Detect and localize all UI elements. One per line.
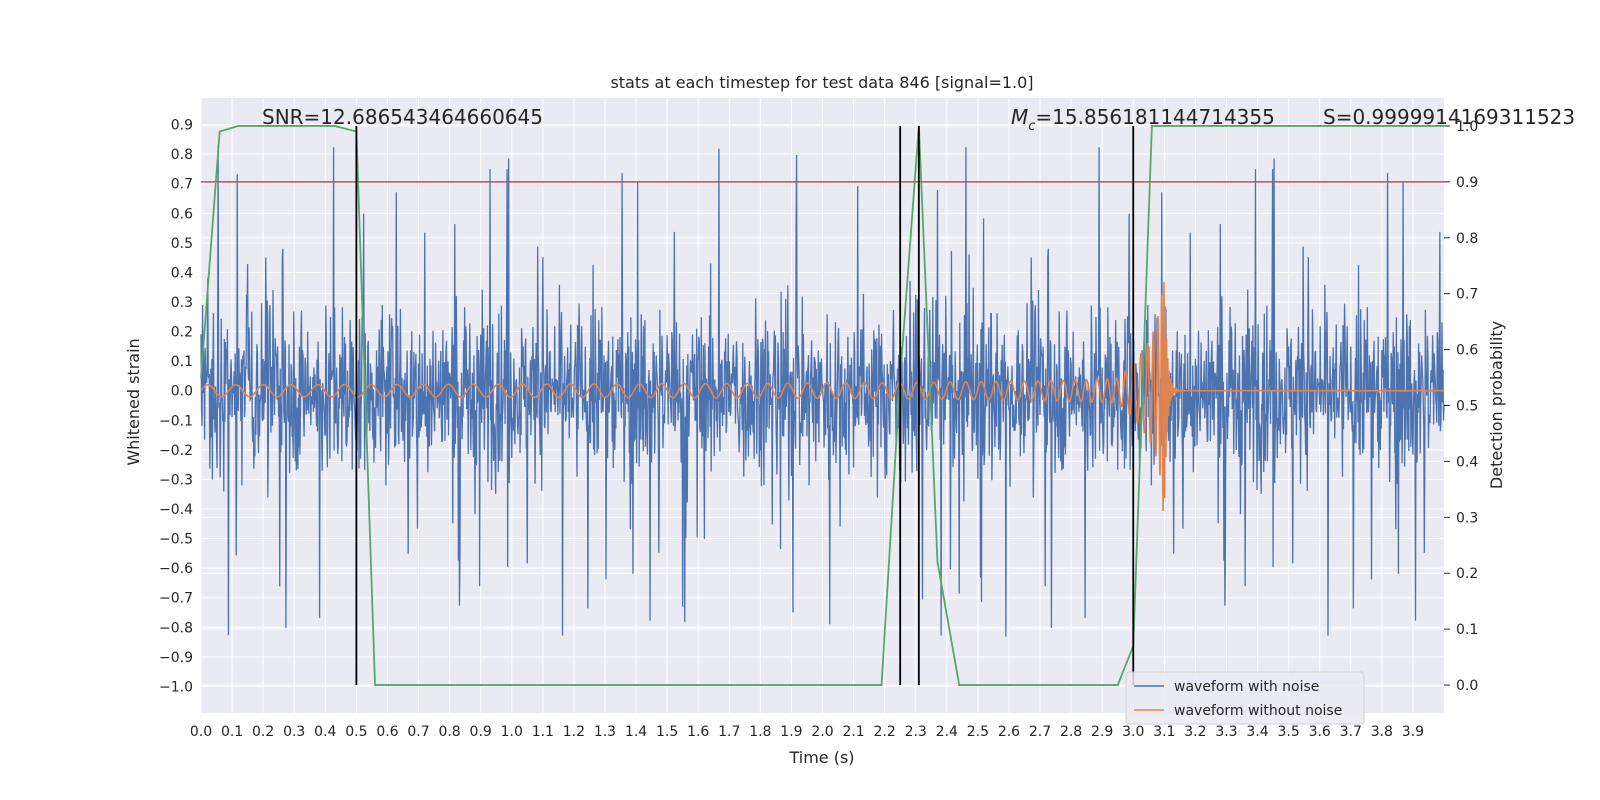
x-tick-label: 1.8 <box>749 724 771 740</box>
x-tick-label: 2.4 <box>936 724 958 740</box>
x-tick-label: 3.7 <box>1340 724 1362 740</box>
y-left-tick-label: 0.2 <box>171 325 193 341</box>
y-right-tick-label: 0.6 <box>1456 343 1478 359</box>
x-tick-label: 0.3 <box>283 724 305 740</box>
x-tick-label: 1.4 <box>625 724 647 740</box>
legend-label-chirp: waveform without noise <box>1174 703 1342 719</box>
y-right-tick-label: 0.9 <box>1456 175 1478 191</box>
chirp-mass-value: =15.856181144714355 <box>1035 105 1274 129</box>
x-tick-label: 3.4 <box>1246 724 1268 740</box>
y-left-tick-label: 0.1 <box>171 354 193 370</box>
x-tick-label: 0.0 <box>190 724 212 740</box>
y-left-tick-label: 0.6 <box>171 206 193 222</box>
x-tick-label: 1.2 <box>563 724 585 740</box>
x-tick-label: 3.0 <box>1122 724 1144 740</box>
x-tick-label: 1.7 <box>718 724 740 740</box>
y-left-tick-label: 0.4 <box>171 265 193 281</box>
chirp-mass-subscript: c <box>1028 119 1035 134</box>
x-tick-label: 2.0 <box>811 724 833 740</box>
y-axis-right-ticks: 1.0 0.9 0.8 0.7 0.6 0.5 0.4 0.3 0.2 0.1 0.0 <box>1444 119 1478 694</box>
y-right-tick-label: 0.4 <box>1456 454 1478 470</box>
y-left-tick-label: −0.2 <box>159 443 193 459</box>
y-right-tick-label: 0.5 <box>1456 399 1478 415</box>
y-left-tick-label: −0.1 <box>159 413 193 429</box>
chirp-waveform-line <box>200 281 1444 512</box>
y-right-tick-label: 0.8 <box>1456 231 1478 247</box>
x-tick-label: 3.8 <box>1371 724 1393 740</box>
y-left-tick-label: −0.8 <box>159 620 193 636</box>
y-right-tick-label: 0.1 <box>1456 622 1478 638</box>
y-right-tick-label: 1.0 <box>1456 119 1478 135</box>
y-axis-left-label: Whitened strain <box>124 338 143 465</box>
x-tick-label: 2.7 <box>1029 724 1051 740</box>
chart-title: stats at each timestep for test data 846… <box>610 73 1033 92</box>
y-left-tick-label: −0.5 <box>159 532 193 548</box>
x-tick-label: 2.3 <box>905 724 927 740</box>
x-tick-label: 1.5 <box>656 724 678 740</box>
x-tick-label: 1.6 <box>687 724 709 740</box>
x-tick-label: 1.0 <box>501 724 523 740</box>
y-left-tick-label: 0.8 <box>171 147 193 163</box>
x-tick-label: 3.6 <box>1309 724 1331 740</box>
y-left-tick-label: 0.3 <box>171 295 193 311</box>
legend: waveform with noise waveform without noi… <box>1125 671 1365 725</box>
x-tick-label: 3.5 <box>1277 724 1299 740</box>
y-right-tick-label: 0.7 <box>1456 287 1478 303</box>
legend-box <box>1125 671 1365 725</box>
x-tick-label: 3.3 <box>1215 724 1237 740</box>
x-tick-label: 2.9 <box>1091 724 1113 740</box>
snr-annotation: SNR=12.686543464660645 <box>262 105 543 129</box>
x-tick-label: 3.9 <box>1402 724 1424 740</box>
x-tick-label: 1.1 <box>532 724 554 740</box>
x-tick-label: 2.5 <box>967 724 989 740</box>
x-tick-label: 2.6 <box>998 724 1020 740</box>
y-right-tick-label: 0.2 <box>1456 566 1478 582</box>
legend-label-noise: waveform with noise <box>1174 679 1319 695</box>
probability-series <box>200 125 1444 686</box>
x-tick-label: 0.5 <box>345 724 367 740</box>
vertical-markers <box>355 125 1135 686</box>
x-tick-label: 2.1 <box>842 724 864 740</box>
y-left-tick-label: −0.9 <box>159 650 193 666</box>
y-left-tick-label: −1.0 <box>159 679 193 695</box>
y-left-tick-label: 0.5 <box>171 236 193 252</box>
x-tick-label: 0.7 <box>407 724 429 740</box>
significance-annotation: S=0.9999914169311523 <box>1323 105 1575 129</box>
x-tick-label: 0.1 <box>221 724 243 740</box>
y-left-tick-label: 0.0 <box>171 384 193 400</box>
y-left-tick-label: −0.7 <box>159 591 193 607</box>
y-right-tick-label: 0.0 <box>1456 678 1478 694</box>
x-tick-label: 2.2 <box>874 724 896 740</box>
y-axis-left-ticks: 0.9 0.8 0.7 0.6 0.5 0.4 0.3 0.2 0.1 0.0 −0.1 −0.2 −0… <box>159 118 193 696</box>
x-tick-label: 1.9 <box>780 724 802 740</box>
noise-series <box>200 145 1445 637</box>
x-axis-label: Time (s) <box>788 748 854 767</box>
x-tick-label: 1.3 <box>594 724 616 740</box>
noise-waveform-line <box>200 145 1445 637</box>
y-left-tick-label: −0.3 <box>159 472 193 488</box>
x-tick-label: 0.4 <box>314 724 336 740</box>
x-axis-ticks: 0.0 0.1 0.2 0.3 0.4 0.5 0.6 0.7 0.8 0.9 1.0 1.1 1.2 1… <box>190 724 1424 740</box>
chirp-mass-annotation: Mc=15.856181144714355 <box>1011 105 1275 134</box>
y-axis-right-label: Detection probability <box>1487 321 1506 489</box>
x-tick-label: 0.6 <box>376 724 398 740</box>
x-tick-label: 3.2 <box>1184 724 1206 740</box>
x-tick-label: 2.8 <box>1060 724 1082 740</box>
chirp-mass-symbol: M <box>1011 105 1028 129</box>
y-left-tick-label: 0.9 <box>171 118 193 134</box>
x-tick-label: 0.8 <box>438 724 460 740</box>
y-left-tick-label: −0.6 <box>159 561 193 577</box>
y-right-tick-label: 0.3 <box>1456 510 1478 526</box>
x-tick-label: 0.9 <box>470 724 492 740</box>
detection-probability-line <box>200 125 1444 686</box>
x-tick-label: 0.2 <box>252 724 274 740</box>
x-tick-label: 3.1 <box>1153 724 1175 740</box>
y-left-tick-label: 0.7 <box>171 177 193 193</box>
chirp-series <box>200 281 1444 512</box>
y-left-tick-label: −0.4 <box>159 502 193 518</box>
